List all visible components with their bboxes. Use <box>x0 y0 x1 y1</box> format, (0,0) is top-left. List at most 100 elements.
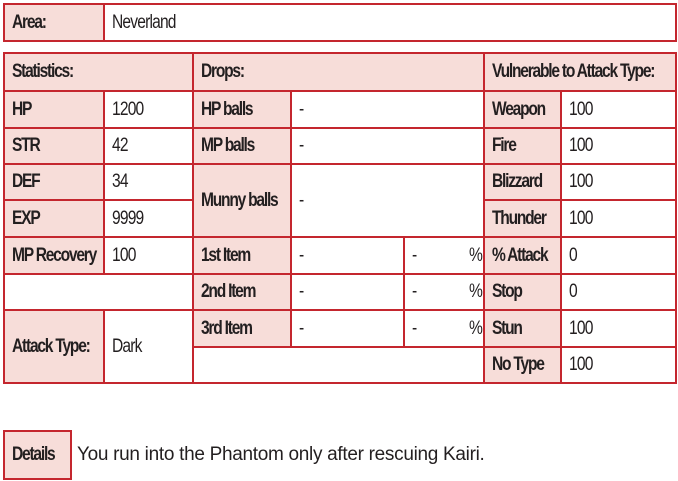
item-value: - <box>290 309 405 348</box>
item-rate-text: - <box>412 317 417 339</box>
details-label: Details <box>3 430 72 480</box>
item-label: 2nd Item <box>192 273 292 311</box>
area-label-text: Area: <box>12 11 47 33</box>
item-rate-text: - <box>412 281 417 302</box>
vuln-header: Vulnerable to Attack Type: <box>483 52 677 92</box>
drop-label-text: HP balls <box>201 98 254 120</box>
stat-value: 34 <box>103 163 194 201</box>
drop-label-text: MP balls <box>201 135 255 156</box>
item-label: 1st Item <box>192 236 292 275</box>
stat-empty <box>3 273 194 311</box>
vuln-label: Thunder <box>483 199 562 238</box>
vuln-value-text: 100 <box>569 171 593 192</box>
vuln-value-text: 100 <box>569 317 593 339</box>
vuln-value: 100 <box>560 309 677 348</box>
area-label: Area: <box>3 3 105 42</box>
attack-type-label: Attack Type: <box>3 309 105 384</box>
vuln-value: 100 <box>560 199 677 238</box>
vuln-label: Stun <box>483 309 562 348</box>
stat-value: 1200 <box>103 90 194 129</box>
stat-label: MP Recovery <box>3 236 105 275</box>
item-value-text: - <box>299 281 304 302</box>
vuln-value: 100 <box>560 346 677 384</box>
drop-label: MP balls <box>192 127 292 165</box>
percent-sign: % <box>469 244 483 266</box>
stat-label-text: DEF <box>12 171 41 192</box>
item-label: 3rd Item <box>192 309 292 348</box>
percent-sign: % <box>469 317 483 339</box>
vuln-label-text: Stop <box>492 281 523 302</box>
details-text: You run into the Phantom only after resc… <box>77 444 485 465</box>
vuln-value: 0 <box>560 273 677 311</box>
drop-value-text: - <box>299 135 304 156</box>
stat-value-text: 34 <box>112 171 129 192</box>
item-label-text: 1st Item <box>201 244 251 266</box>
drops-bottom-border <box>192 346 194 384</box>
vuln-value-text: 100 <box>569 354 593 375</box>
stat-label: HP <box>3 90 105 129</box>
drop-value: - <box>290 163 485 238</box>
stat-value-text: 42 <box>112 135 129 156</box>
area-value: Neverland <box>103 3 677 42</box>
vuln-value-text: 100 <box>569 98 593 120</box>
drops-header: Drops: <box>192 52 485 92</box>
item-rate: -% <box>403 309 485 348</box>
item-label-text: 3rd Item <box>201 317 253 339</box>
vuln-label-text: Stun <box>492 317 523 339</box>
stat-label-text: STR <box>12 135 41 156</box>
item-rate: -% <box>403 236 485 275</box>
vuln-value: 0 <box>560 236 677 275</box>
drop-value: - <box>290 90 485 129</box>
vuln-label-text: Fire <box>492 135 517 156</box>
attack-type-value: Dark <box>103 309 194 384</box>
stat-value-text: 9999 <box>112 207 144 229</box>
item-value-text: - <box>299 244 304 266</box>
area-value-text: Neverland <box>112 11 176 33</box>
vuln-label: Weapon <box>483 90 562 129</box>
stats-header: Statistics: <box>3 52 194 92</box>
drops-bottom-border <box>192 382 485 384</box>
drop-value-text: - <box>299 98 304 120</box>
item-rate: -% <box>403 273 485 311</box>
attack-type-value-text: Dark <box>112 335 142 357</box>
stat-value-text: 1200 <box>112 98 144 120</box>
item-value: - <box>290 236 405 275</box>
stat-value: 9999 <box>103 199 194 238</box>
drop-value-text: - <box>299 189 304 211</box>
drop-value: - <box>290 127 485 165</box>
drop-label-text: Munny balls <box>201 189 279 211</box>
vuln-value-text: 0 <box>569 244 578 266</box>
stat-value: 42 <box>103 127 194 165</box>
percent-sign: % <box>469 281 483 302</box>
stat-label-text: MP Recovery <box>12 244 97 266</box>
vuln-label-text: Thunder <box>492 207 547 229</box>
vuln-label: Fire <box>483 127 562 165</box>
stat-label: EXP <box>3 199 105 238</box>
vuln-value-text: 100 <box>569 207 593 229</box>
item-value-text: - <box>299 317 304 339</box>
vuln-value: 100 <box>560 90 677 129</box>
details-label-text: Details <box>12 444 56 465</box>
stat-label-text: HP <box>12 98 32 120</box>
vuln-label: No Type <box>483 346 562 384</box>
stat-value-text: 100 <box>112 244 136 266</box>
vuln-value: 100 <box>560 127 677 165</box>
item-rate-text: - <box>412 244 417 266</box>
vuln-value-text: 100 <box>569 135 593 156</box>
vuln-label: Blizzard <box>483 163 562 201</box>
vuln-label-text: Weapon <box>492 98 546 120</box>
vuln-label-text: % Attack <box>492 244 549 266</box>
vuln-label-text: Blizzard <box>492 171 543 192</box>
item-value: - <box>290 273 405 311</box>
item-label-text: 2nd Item <box>201 281 256 302</box>
attack-type-label-text: Attack Type: <box>12 335 91 357</box>
stats-header-text: Statistics: <box>12 61 74 82</box>
vuln-value-text: 0 <box>569 281 578 302</box>
vuln-label-text: No Type <box>492 354 545 375</box>
vuln-label: Stop <box>483 273 562 311</box>
vuln-header-text: Vulnerable to Attack Type: <box>492 61 655 82</box>
drop-label: Munny balls <box>192 163 292 238</box>
drops-header-text: Drops: <box>201 61 245 82</box>
stat-value: 100 <box>103 236 194 275</box>
